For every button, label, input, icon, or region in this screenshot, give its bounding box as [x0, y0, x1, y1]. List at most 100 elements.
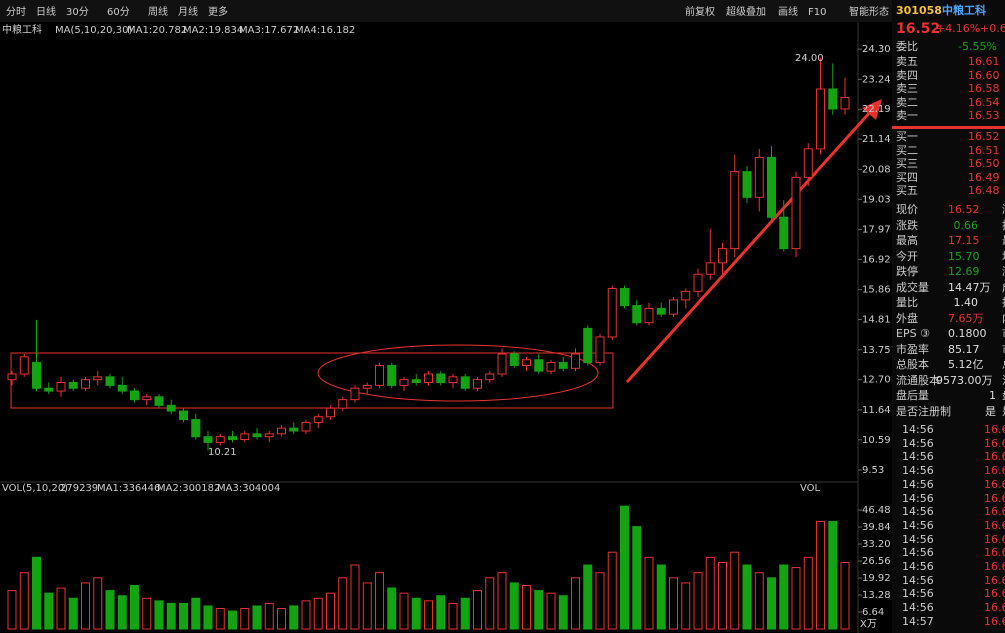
- cell: 16.61: [984, 601, 1005, 615]
- tab[interactable]: 60分: [107, 6, 130, 18]
- y-tick-label: 20.08: [862, 164, 891, 175]
- candle-body: [411, 379, 421, 384]
- candle-body: [742, 171, 752, 198]
- trade-row: 14:56 16.61: [896, 533, 1005, 547]
- cell: 16.52: [896, 21, 941, 37]
- ma-item: MA3:17.672: [239, 25, 299, 36]
- volume-bar: [411, 597, 421, 630]
- stat-row: 市盈率 85.17 市: [896, 343, 1005, 357]
- volume-bar: [179, 602, 188, 630]
- volume-bar: [289, 605, 299, 630]
- volume-bar: [215, 608, 225, 630]
- volume-bar: [779, 564, 789, 630]
- tab[interactable]: 分时: [6, 6, 26, 18]
- y-tick-label: 39.84: [862, 522, 891, 533]
- candle-body: [289, 427, 299, 432]
- candle-body: [387, 364, 397, 386]
- candle-body: [656, 307, 666, 315]
- candle-body: [68, 382, 78, 389]
- candle-body: [583, 327, 593, 364]
- cell: 现价: [896, 203, 918, 216]
- cell: 301058: [896, 4, 942, 17]
- cell: 14:56: [902, 491, 934, 505]
- candle-body: [375, 364, 384, 386]
- volume-bar: [448, 602, 458, 630]
- volume-bar: [742, 564, 752, 630]
- stat-row: 盘后量 1盘: [896, 389, 1005, 403]
- tab[interactable]: 周线: [148, 5, 168, 18]
- candle-body: [485, 373, 495, 381]
- cell: 委比: [896, 40, 918, 53]
- stat-row: 量比 1.40 换: [896, 296, 1005, 310]
- candle-body: [399, 379, 409, 386]
- cell: 14:56: [902, 587, 934, 601]
- stat-row: 总股本 5.12亿 总: [896, 358, 1005, 372]
- candle-body: [338, 399, 348, 409]
- y-tick-label: 9.53: [862, 465, 884, 476]
- volume-bar: [166, 602, 176, 630]
- volume-bar: [424, 600, 433, 630]
- tool[interactable]: F10: [808, 7, 826, 18]
- tab[interactable]: 30分: [66, 6, 89, 18]
- candle-body: [130, 390, 139, 401]
- y-tick-label: 6.64: [862, 607, 884, 618]
- cell: 16.61: [984, 505, 1005, 519]
- tab[interactable]: 更多: [208, 5, 228, 18]
- y-tick-label: 33.20: [862, 539, 891, 550]
- cell: 5.12亿: [948, 358, 984, 371]
- volume-bar: [277, 608, 286, 630]
- volume-bar: [436, 595, 446, 630]
- cell: 16.54: [968, 95, 1000, 109]
- candle-body: [620, 287, 629, 307]
- cell: 16.62: [984, 614, 1005, 628]
- volume-bar: [705, 556, 715, 630]
- cell: 是: [1002, 405, 1005, 419]
- candle-body: [264, 433, 274, 438]
- tool[interactable]: 超级叠加: [726, 5, 766, 18]
- trade-row: 14:56 16.62: [896, 450, 1005, 464]
- candle-body: [840, 97, 850, 110]
- cell: 卖五: [896, 55, 918, 68]
- ask-row: 卖四 16.60: [896, 69, 1005, 83]
- tab[interactable]: 月线: [178, 5, 198, 18]
- cell: 量比: [896, 296, 918, 309]
- y-tick-label: 46.48: [862, 505, 891, 516]
- tool[interactable]: 智能形态: [849, 5, 889, 18]
- candle-body: [546, 362, 556, 372]
- candle-body: [534, 359, 544, 372]
- cell: 16.52: [948, 203, 980, 216]
- cell: 16.61: [984, 546, 1005, 560]
- y-tick-label: 12.70: [862, 375, 891, 386]
- cell: 16.62: [984, 518, 1005, 532]
- y-tick-label: 17.97: [862, 225, 891, 236]
- y-tick-label: 13.28: [862, 590, 891, 601]
- tab[interactable]: 日线: [36, 5, 56, 18]
- y-tick-label: 15.86: [862, 285, 891, 296]
- candle-body: [142, 396, 152, 401]
- volume-bar: [191, 597, 201, 630]
- candle-body: [154, 396, 164, 406]
- arrow-head: [862, 99, 882, 120]
- volume-bar: [583, 564, 593, 630]
- volume-bar: [240, 608, 250, 630]
- candle-body: [681, 290, 691, 301]
- cell: 16.63: [984, 464, 1005, 478]
- tool[interactable]: 画线: [778, 5, 798, 18]
- candle-body: [179, 410, 188, 421]
- y-tick-label: 10.59: [862, 435, 891, 446]
- cell: 中粮工科: [942, 4, 986, 17]
- cell: 16.61: [984, 573, 1005, 587]
- volume-bar: [497, 572, 507, 630]
- candle-body: [203, 436, 213, 443]
- bid-row: 买二 16.51: [896, 144, 1005, 158]
- volume-bar: [754, 572, 764, 630]
- volume-bar: [154, 600, 164, 630]
- volume-bar: [620, 505, 629, 630]
- y-tick-label: 22.19: [862, 104, 891, 115]
- cell: 均: [1002, 250, 1005, 264]
- volume-bar: [693, 572, 703, 630]
- candle-body: [571, 353, 580, 369]
- y-tick-label: 16.92: [862, 254, 891, 265]
- tool[interactable]: 前复权: [685, 5, 715, 18]
- ma-item: MA1:20.782: [127, 25, 187, 36]
